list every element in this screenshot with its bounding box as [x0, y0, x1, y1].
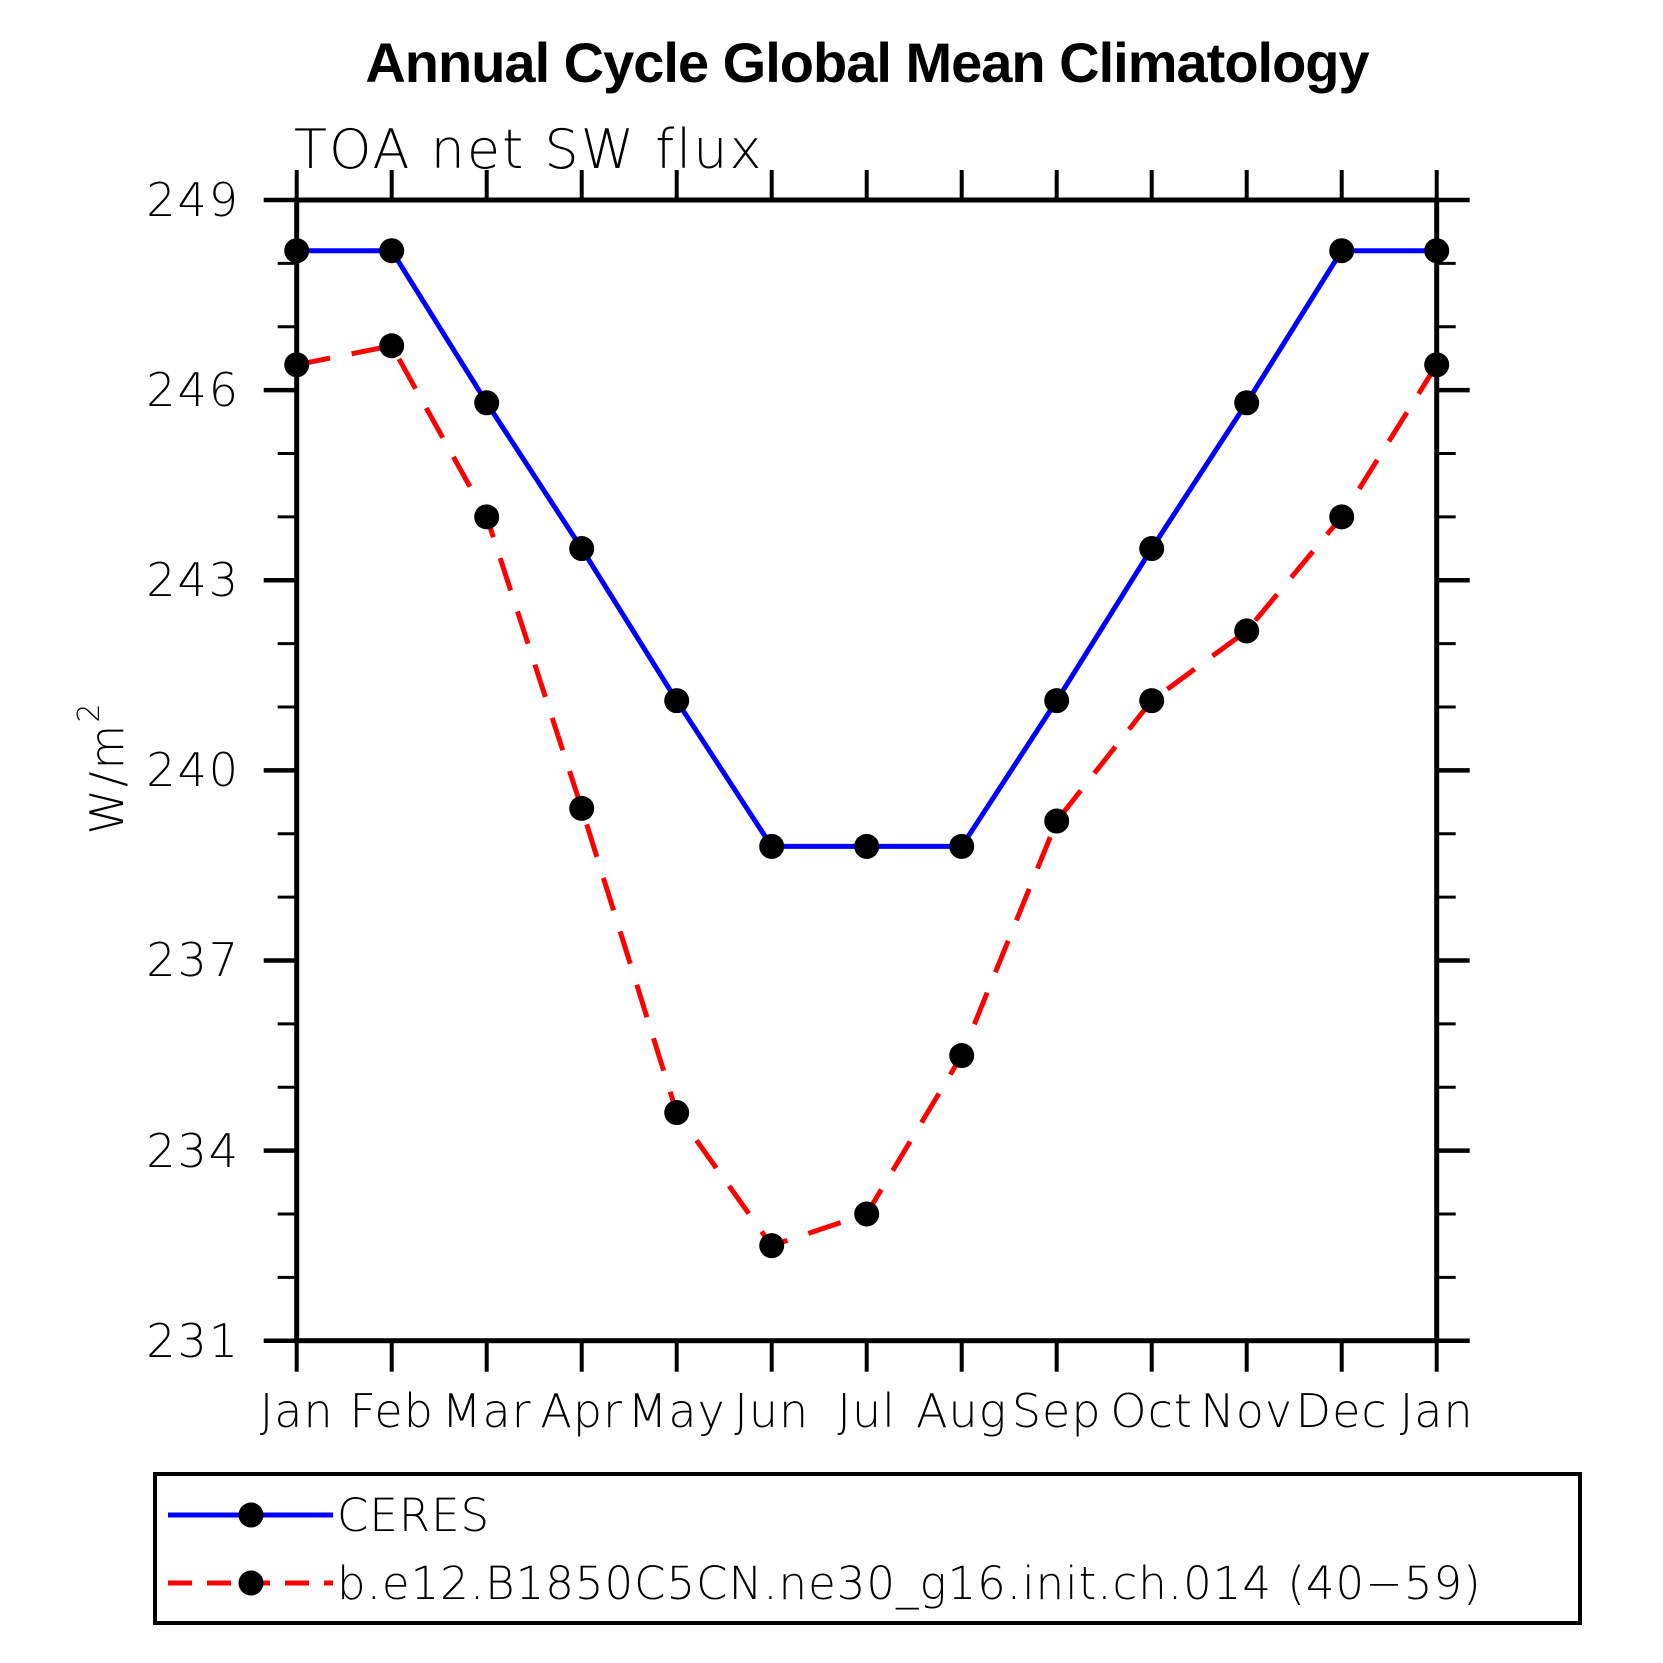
x-tick-label-11-dec: Dec: [1295, 1384, 1388, 1438]
y-tick-label-240: 240: [146, 743, 240, 798]
y-tick-label-237: 237: [146, 933, 240, 988]
x-tick-label-2-mar: Mar: [441, 1384, 532, 1438]
legend-item-model: b.e12.B1850C5CN.ne30_g16.init.ch.014 (40…: [163, 1557, 1482, 1610]
legend-swatch-model: [168, 1570, 333, 1596]
chart-subtitle: TOA net SW flux: [294, 118, 764, 181]
data-point-ceres-6: [854, 833, 880, 859]
data-point-ceres-9: [1139, 536, 1165, 562]
data-point-model-11: [1329, 504, 1355, 530]
x-tick-label-8-sep: Sep: [1011, 1384, 1102, 1438]
data-point-model-5: [759, 1233, 785, 1259]
data-point-ceres-1: [379, 238, 405, 264]
data-point-model-2: [474, 504, 500, 530]
y-tick-label-246: 246: [146, 363, 240, 418]
data-point-ceres-10: [1234, 390, 1260, 416]
data-point-model-10: [1234, 618, 1260, 644]
data-point-model-9: [1139, 688, 1165, 714]
data-point-model-4: [664, 1100, 690, 1126]
legend-item-ceres: CERES: [163, 1489, 490, 1542]
legend-marker-model: [238, 1570, 264, 1596]
data-point-model-6: [854, 1201, 880, 1227]
legend-label-ceres: CERES: [337, 1488, 491, 1542]
data-point-ceres-5: [759, 833, 785, 859]
data-point-ceres-0: [284, 238, 310, 264]
data-point-model-7: [949, 1043, 975, 1069]
plot-frame: [294, 197, 1440, 1344]
series-line-model: [296, 342, 1439, 1249]
x-tick-label-3-apr: Apr: [540, 1384, 623, 1438]
data-point-model-1: [379, 333, 405, 359]
y-tick-label-234: 234: [146, 1123, 240, 1178]
data-point-ceres-2: [474, 390, 500, 416]
data-point-model-0: [284, 352, 310, 378]
y-tick-label-249: 249: [146, 173, 240, 227]
chart-title: Annual Cycle Global Mean Climatology: [365, 31, 1369, 94]
legend-box: CERES b.e12.B1850C5CN.ne30_g16.init.ch.0…: [153, 1472, 1582, 1625]
legend-label-model: b.e12.B1850C5CN.ne30_g16.init.ch.014 (40…: [337, 1556, 1482, 1610]
x-tick-label-7-aug: Aug: [916, 1384, 1008, 1438]
x-tick-label-12-jan: Jan: [1399, 1384, 1474, 1438]
y-tick-label-243: 243: [146, 553, 240, 608]
x-tick-label-0-jan: Jan: [259, 1384, 334, 1438]
legend-marker-ceres: [238, 1502, 264, 1528]
data-point-ceres-3: [569, 536, 595, 562]
data-point-ceres-4: [664, 688, 690, 714]
legend-swatch-ceres: [168, 1502, 333, 1528]
x-tick-label-9-oct: Oct: [1110, 1384, 1193, 1438]
data-point-ceres-11: [1329, 238, 1355, 264]
x-tick-label-10-nov: Nov: [1200, 1384, 1294, 1438]
y-tick-label-231: 231: [146, 1313, 240, 1368]
x-tick-label-6-jul: Jul: [837, 1384, 896, 1438]
series-line-ceres: [296, 248, 1437, 849]
data-point-ceres-12: [1424, 238, 1450, 264]
x-tick-label-5-jun: Jun: [734, 1384, 810, 1438]
x-tick-label-4-may: May: [627, 1384, 726, 1438]
data-point-ceres-7: [949, 833, 975, 859]
data-point-model-12: [1424, 352, 1450, 378]
data-point-model-8: [1044, 808, 1070, 834]
data-point-ceres-8: [1044, 688, 1070, 714]
data-point-model-3: [569, 795, 595, 821]
x-tick-label-1-feb: Feb: [349, 1384, 434, 1438]
